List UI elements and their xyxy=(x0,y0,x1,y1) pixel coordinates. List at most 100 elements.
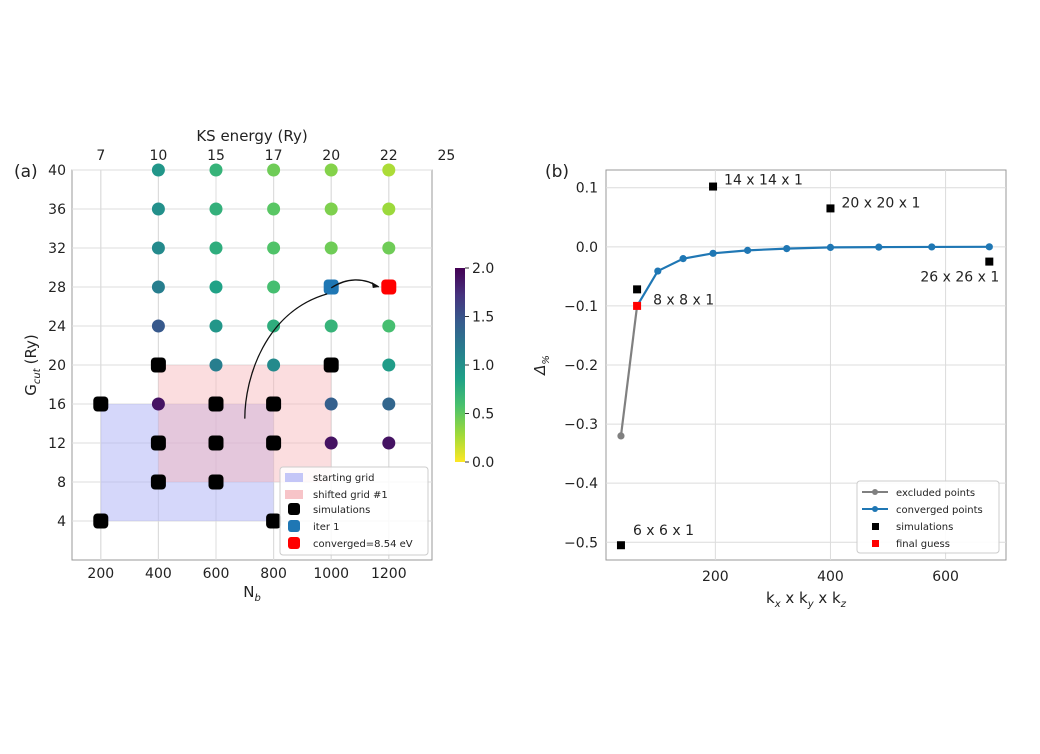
top-tick-label: 7 xyxy=(96,148,105,164)
legend-label-final-guess: final guess xyxy=(896,539,950,550)
colored-point xyxy=(267,241,281,255)
simulation-marker xyxy=(709,182,718,191)
x-tick-label: 400 xyxy=(817,569,844,585)
legend-label-shifted-grid: shifted grid #1 xyxy=(313,490,388,501)
y-tick-label: −0.4 xyxy=(564,476,598,492)
panel-b-points: 6 x 6 x 1 8 x 8 x 1 14 x 14 x 1 20 x 20 x 1… xyxy=(616,173,999,550)
y-tick-label: −0.3 xyxy=(564,417,598,433)
series-point xyxy=(875,243,883,251)
simulation-marker xyxy=(266,513,282,529)
legend-label-b-simulations: simulations xyxy=(896,522,953,533)
colored-point xyxy=(151,397,165,411)
legend-marker-final-guess xyxy=(872,540,879,547)
series-point xyxy=(679,255,687,263)
panel-b-ticks: 200 400 600 0.1 0.0 −0.1 −0.2 −0.3 −0.4 −0.5 xyxy=(564,181,959,585)
y-tick-label: 36 xyxy=(48,202,66,218)
panel-a-colorbar: 2.0 1.5 1.0 0.5 0.0 xyxy=(455,261,494,471)
y-tick-label: 32 xyxy=(48,241,66,257)
simulation-marker xyxy=(616,541,625,550)
colored-point xyxy=(382,358,396,372)
colorbar-gradient xyxy=(455,268,465,462)
colorbar-tick-label: 2.0 xyxy=(472,261,494,277)
panel-a-points xyxy=(93,163,397,529)
y-tick-label: 16 xyxy=(48,397,66,413)
iter1-marker xyxy=(323,279,339,295)
panel-a-ylabel: Gcut(Ry) xyxy=(22,334,43,396)
simulation-marker xyxy=(208,474,224,490)
series-point xyxy=(617,432,625,440)
series-point xyxy=(743,246,752,254)
x-tick-label: 600 xyxy=(203,566,230,582)
x-tick-label: 800 xyxy=(260,566,287,582)
colored-point xyxy=(382,436,396,450)
series-point xyxy=(654,267,662,275)
top-tick-label: 25 xyxy=(437,148,455,164)
arrow-path-1 xyxy=(244,293,328,419)
legend-label-converged-points: converged points xyxy=(896,505,983,516)
legend-label-simulations: simulations xyxy=(313,505,370,516)
x-tick-label: 200 xyxy=(702,569,729,585)
colored-point xyxy=(209,280,223,294)
panel-b: (b) 6 x 6 x 1 8 x 8 x 1 14 x 14 x 1 20 x 20… xyxy=(531,162,1007,610)
colored-point xyxy=(324,202,338,216)
colored-point xyxy=(151,280,165,294)
legend-marker-converged-points xyxy=(872,506,878,512)
y-tick-label: 12 xyxy=(48,436,66,452)
series-point xyxy=(783,244,791,253)
final-guess-marker xyxy=(633,301,642,310)
series-point xyxy=(985,243,993,251)
x-tick-label: 1000 xyxy=(313,566,349,582)
panel-a-top-xlabel: KS energy (Ry) xyxy=(196,127,307,145)
colorbar-tick-label: 0.5 xyxy=(472,407,494,423)
region-shifted-grid xyxy=(158,365,332,482)
series-line-converged xyxy=(636,245,990,307)
colored-point xyxy=(267,202,281,216)
colored-point xyxy=(324,163,338,177)
top-tick-label: 15 xyxy=(207,148,225,164)
colored-point xyxy=(267,358,281,372)
colored-point xyxy=(267,163,281,177)
panel-b-legend-box xyxy=(856,480,1000,554)
series-point xyxy=(826,243,835,252)
y-tick-label: −0.5 xyxy=(564,535,598,551)
top-tick-label: 22 xyxy=(380,148,398,164)
panel-a-legend: starting grid shifted grid #1 simulation… xyxy=(279,466,429,556)
top-tick-label: 10 xyxy=(149,148,167,164)
colored-point xyxy=(151,241,165,255)
simulation-marker xyxy=(323,357,339,373)
simulation-marker xyxy=(633,285,642,294)
colored-point xyxy=(209,319,223,333)
colored-point xyxy=(324,436,338,450)
legend-marker-iter1 xyxy=(288,520,300,532)
series-line-excluded xyxy=(619,305,639,437)
y-tick-label: 8 xyxy=(57,475,66,491)
y-tick-label: 40 xyxy=(48,163,66,179)
colored-point xyxy=(382,397,396,411)
panel-b-xlabel: kx x ky x kz xyxy=(766,589,847,610)
colored-point xyxy=(324,319,338,333)
legend-marker-excluded xyxy=(872,489,878,495)
y-tick-label: 0.1 xyxy=(576,181,598,197)
panel-b-grid xyxy=(606,170,1006,560)
series-point xyxy=(709,249,717,257)
colored-point xyxy=(267,319,281,333)
x-tick-label: 200 xyxy=(87,566,114,582)
legend-swatch-starting-grid xyxy=(285,473,303,482)
simulation-label: 26 x 26 x 1 xyxy=(920,270,999,286)
colored-point xyxy=(382,202,396,216)
legend-marker-simulations xyxy=(288,503,300,515)
simulation-label: 8 x 8 x 1 xyxy=(653,292,714,308)
simulation-marker xyxy=(826,204,835,213)
panel-a-arrows xyxy=(244,279,380,419)
region-starting-grid xyxy=(100,404,274,521)
simulation-marker xyxy=(150,357,166,373)
colored-point xyxy=(151,319,165,333)
colorbar-ticks: 2.0 1.5 1.0 0.5 0.0 xyxy=(465,261,494,471)
x-tick-label: 1200 xyxy=(371,566,407,582)
legend-label-iter1: iter 1 xyxy=(313,522,340,533)
simulation-marker xyxy=(266,396,282,412)
colored-point xyxy=(209,241,223,255)
simulation-marker xyxy=(93,513,109,529)
colorbar-tick-label: 1.5 xyxy=(472,310,494,326)
